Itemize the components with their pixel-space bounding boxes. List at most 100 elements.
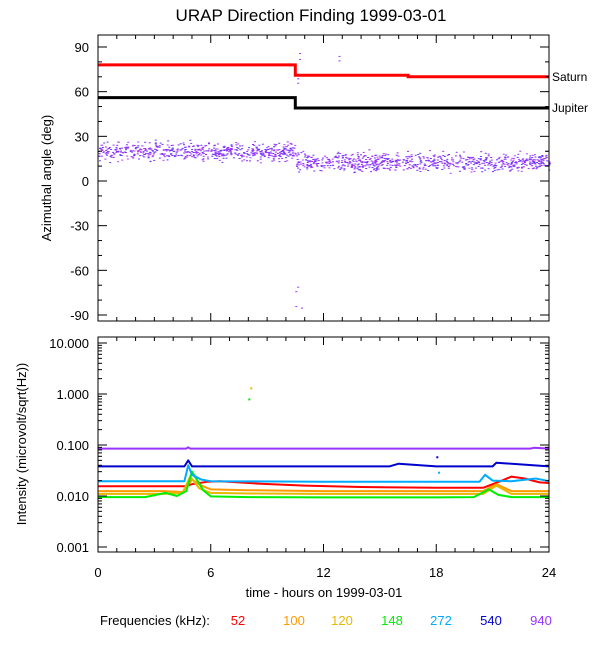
azimuth-point bbox=[121, 159, 124, 161]
azimuth-point bbox=[217, 154, 220, 156]
legend-title: Frequencies (kHz): bbox=[100, 613, 210, 628]
azimuth-point bbox=[437, 156, 440, 158]
azimuth-point bbox=[273, 146, 275, 148]
azimuth-point bbox=[261, 143, 264, 145]
azimuth-point bbox=[196, 152, 199, 154]
azimuth-point bbox=[122, 152, 125, 154]
azimuth-point bbox=[351, 163, 354, 165]
azimuth-point bbox=[308, 155, 310, 157]
chart-title: URAP Direction Finding 1999-03-01 bbox=[176, 6, 447, 25]
azimuth-point bbox=[155, 149, 158, 151]
azimuth-point bbox=[381, 160, 384, 162]
azimuth-point bbox=[238, 158, 241, 159]
azimuth-point bbox=[183, 152, 186, 154]
azimuth-point bbox=[131, 145, 134, 147]
azimuth-point bbox=[289, 147, 292, 149]
azimuth-point bbox=[375, 164, 378, 166]
azimuth-point bbox=[171, 147, 174, 149]
x-tick-label: 24 bbox=[542, 565, 556, 580]
azimuth-point bbox=[156, 150, 159, 151]
azimuth-point bbox=[180, 149, 183, 151]
azimuth-point bbox=[389, 164, 392, 166]
azimuth-point bbox=[100, 148, 103, 150]
azimuth-point bbox=[429, 150, 431, 152]
azimuth-point bbox=[296, 162, 299, 164]
azimuth-point bbox=[360, 154, 362, 156]
azimuth-point bbox=[283, 144, 286, 146]
azimuth-point bbox=[423, 163, 426, 165]
azimuth-point bbox=[492, 171, 494, 173]
azimuth-point bbox=[394, 169, 397, 171]
azimuth-point bbox=[439, 157, 442, 159]
azimuth-point bbox=[133, 145, 136, 146]
azimuth-point bbox=[188, 146, 191, 148]
azimuth-y-tick-label: 90 bbox=[75, 40, 89, 55]
azimuth-point bbox=[239, 145, 241, 147]
azimuth-point bbox=[410, 156, 413, 158]
azimuth-point bbox=[170, 153, 173, 155]
azimuth-point bbox=[278, 155, 281, 157]
azimuth-point bbox=[475, 167, 477, 169]
azimuth-point bbox=[522, 159, 525, 161]
azimuth-point bbox=[173, 155, 176, 157]
azimuth-point bbox=[216, 152, 219, 154]
azimuth-point bbox=[509, 169, 512, 171]
azimuth-point bbox=[110, 148, 113, 150]
azimuth-point bbox=[341, 157, 344, 159]
azimuth-point bbox=[342, 164, 345, 166]
azimuth-point bbox=[343, 159, 346, 161]
azimuth-point bbox=[470, 171, 473, 173]
azimuth-point bbox=[511, 168, 514, 170]
azimuth-point bbox=[453, 165, 455, 167]
azimuth-point bbox=[132, 144, 135, 146]
azimuth-point bbox=[214, 152, 217, 154]
azimuth-point bbox=[216, 148, 219, 150]
azimuth-point bbox=[351, 164, 354, 166]
azimuth-point bbox=[253, 152, 256, 154]
azimuth-point bbox=[546, 165, 549, 166]
azimuth-point bbox=[263, 156, 266, 157]
azimuth-point bbox=[194, 157, 197, 159]
azimuth-point bbox=[211, 153, 214, 155]
azimuth-point bbox=[405, 159, 408, 161]
azimuth-point bbox=[270, 152, 273, 154]
azimuth-point bbox=[435, 162, 438, 164]
frequency-legend: Frequencies (kHz): 52 100 120 148 272 540 940 bbox=[100, 613, 552, 628]
azimuth-point bbox=[344, 161, 347, 163]
azimuth-point bbox=[419, 157, 422, 159]
azimuth-point bbox=[381, 155, 384, 157]
azimuth-point bbox=[333, 168, 336, 170]
azimuth-point bbox=[175, 155, 178, 157]
azimuth-point bbox=[382, 160, 385, 162]
azimuth-point bbox=[139, 155, 142, 157]
azimuth-point bbox=[242, 155, 245, 157]
azimuth-point bbox=[354, 159, 357, 161]
azimuth-point bbox=[437, 162, 440, 163]
azimuth-point bbox=[467, 161, 470, 163]
azimuth-point bbox=[144, 153, 147, 155]
azimuth-point bbox=[253, 154, 256, 156]
azimuth-point bbox=[293, 155, 296, 157]
azimuth-point bbox=[225, 148, 228, 150]
azimuth-point bbox=[213, 147, 216, 149]
azimuth-point bbox=[303, 166, 306, 168]
azimuth-point bbox=[280, 153, 283, 154]
azimuth-point bbox=[293, 147, 296, 149]
azimuth-point bbox=[292, 154, 295, 156]
azimuth-point bbox=[331, 158, 334, 160]
azimuth-point bbox=[536, 159, 539, 161]
azimuth-point bbox=[167, 155, 170, 157]
azimuth-point bbox=[455, 151, 458, 153]
azimuth-point bbox=[291, 149, 294, 151]
azimuth-point bbox=[374, 159, 377, 161]
azimuth-point bbox=[279, 153, 282, 155]
azimuth-point bbox=[528, 159, 531, 161]
azimuth-point bbox=[236, 149, 239, 151]
azimuth-point bbox=[544, 158, 547, 160]
azimuth-point bbox=[441, 169, 444, 170]
azimuth-point bbox=[222, 153, 225, 155]
azimuth-point bbox=[106, 148, 109, 150]
azimuth-point bbox=[391, 160, 394, 162]
azimuth-point bbox=[265, 147, 268, 149]
